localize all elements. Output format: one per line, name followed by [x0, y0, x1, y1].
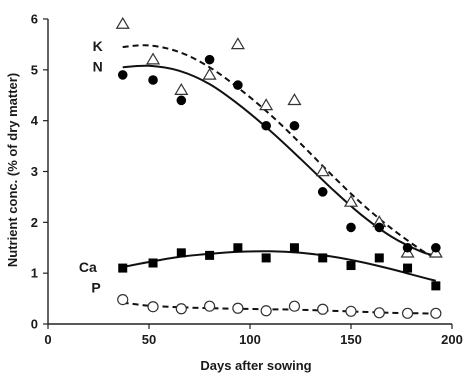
point-k [174, 82, 189, 95]
point-k [115, 16, 130, 29]
point-ca [176, 248, 186, 258]
point-ca [431, 281, 441, 291]
x-tick-label: 0 [44, 332, 51, 347]
point-ca [233, 243, 243, 253]
y-tick-label: 3 [31, 164, 38, 179]
point-n [261, 120, 271, 131]
point-p [147, 301, 159, 313]
fit-line-ca [122, 250, 437, 282]
point-ca [403, 263, 413, 273]
y-tick-label: 2 [31, 215, 38, 230]
point-n [317, 187, 328, 197]
point-ca [118, 263, 128, 273]
series-label-ca: Ca [79, 259, 97, 275]
y-tick-label: 6 [31, 12, 38, 27]
point-p [288, 300, 301, 312]
series-label-n: N [93, 58, 103, 74]
point-k [343, 194, 359, 207]
fit-line-k [122, 44, 437, 259]
point-p [232, 302, 244, 314]
point-p [260, 305, 272, 317]
point-p [345, 305, 357, 317]
point-k [202, 67, 217, 80]
point-n [176, 95, 187, 106]
y-tick-label: 4 [31, 113, 39, 128]
point-n [148, 75, 158, 85]
point-ca [261, 253, 271, 263]
point-k [287, 93, 302, 106]
point-ca [346, 261, 356, 271]
point-p [317, 303, 329, 315]
point-k [145, 52, 161, 65]
x-axis-title: Days after sowing [200, 358, 311, 373]
point-ca [374, 253, 384, 263]
point-p [175, 303, 187, 315]
point-p [204, 300, 216, 312]
point-n [117, 70, 128, 80]
point-n [204, 54, 215, 65]
point-k [230, 37, 245, 50]
point-n [431, 242, 441, 253]
x-tick-label: 150 [340, 332, 362, 347]
y-tick-label: 1 [31, 266, 38, 281]
point-ca [148, 258, 158, 268]
point-ca [289, 243, 299, 253]
y-tick-label: 0 [31, 317, 38, 332]
point-p [117, 294, 129, 306]
point-ca [318, 253, 328, 263]
x-tick-label: 100 [239, 332, 261, 347]
y-tick-label: 5 [31, 62, 38, 77]
series-label-k: K [93, 38, 103, 54]
fit-line-n [122, 64, 437, 257]
point-k [259, 98, 274, 111]
point-n [374, 222, 385, 233]
point-n [402, 242, 413, 253]
x-tick-label: 50 [142, 332, 156, 347]
y-axis-title: Nutrient conc. (% of dry matter) [5, 73, 20, 267]
x-tick-label: 200 [441, 332, 463, 347]
point-ca [205, 250, 215, 260]
point-n [289, 120, 300, 131]
plot-area: 0 50 100 150 200 0 1 2 3 4 5 6 KN Ca P [31, 12, 463, 348]
point-n [233, 80, 243, 90]
series-label-p: P [91, 280, 100, 296]
point-p [430, 307, 442, 319]
point-n [346, 222, 356, 233]
point-k [315, 164, 330, 177]
point-p [373, 307, 385, 319]
point-p [401, 307, 414, 319]
